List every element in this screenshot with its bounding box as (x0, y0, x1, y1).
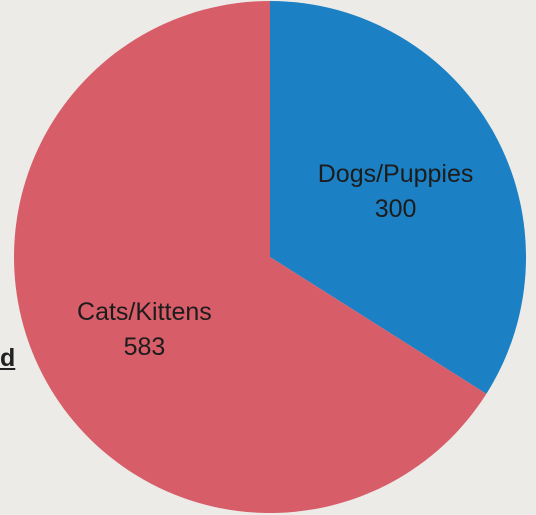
pie-labels: Dogs/Puppies 300 Cats/Kittens 583 (77, 160, 473, 361)
background-partial-text: d (0, 344, 16, 372)
slice-category-label: Dogs/Puppies (318, 160, 474, 188)
slice-value-label: 300 (375, 195, 417, 223)
slice-value-label: 583 (124, 333, 166, 361)
slice-category-label: Cats/Kittens (77, 298, 212, 326)
pie-slices (13, 1, 527, 513)
pie-slice-dogs-puppies (270, 1, 527, 394)
pie-slice-cats-kittens (13, 1, 487, 513)
